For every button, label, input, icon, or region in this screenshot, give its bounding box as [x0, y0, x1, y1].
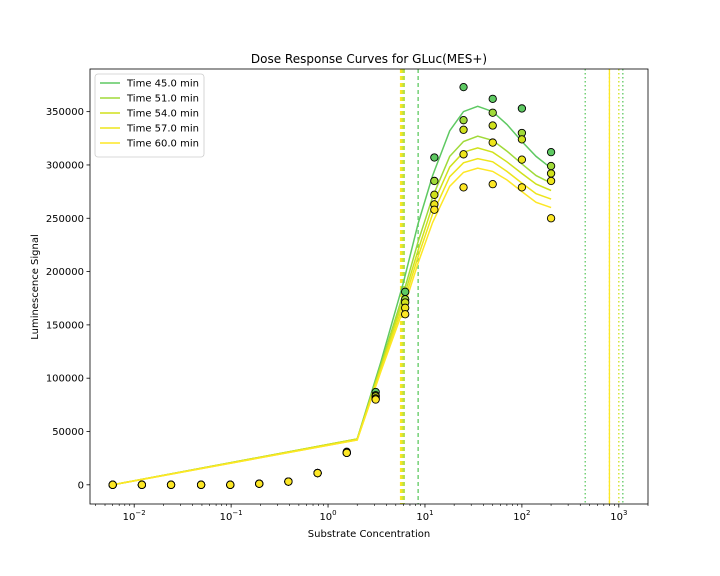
x-tick-label-5: 102 — [513, 509, 530, 523]
data-point-4-16 — [546, 176, 556, 186]
legend-label-2: Time 51.0 min — [126, 94, 199, 105]
x-tick-label-2: 10−1 — [220, 509, 243, 523]
data-point-5-12 — [430, 205, 439, 214]
data-point-2-13 — [459, 116, 468, 125]
data-point-3-14 — [488, 121, 497, 130]
y-tick-label-1: 0 — [78, 480, 84, 491]
data-point-5-8 — [313, 468, 322, 478]
data-point-4-14 — [488, 138, 497, 147]
series-line-4 — [112, 157, 552, 486]
data-point-2-16 — [546, 161, 556, 171]
x-tick-label-4: 101 — [416, 509, 433, 523]
data-point-5-11 — [401, 310, 410, 319]
y-tick-label-8: 350000 — [46, 107, 84, 118]
data-point-2-12 — [430, 176, 439, 186]
y-tick-label-4: 150000 — [46, 320, 84, 331]
legend-label-1: Time 45.0 min — [126, 79, 199, 90]
data-point-1-14 — [488, 94, 497, 104]
data-point-3-13 — [459, 125, 468, 134]
data-point-5-1 — [108, 480, 117, 489]
data-point-5-3 — [166, 480, 176, 489]
data-point-5-13 — [459, 183, 468, 192]
data-point-1-15 — [517, 104, 527, 113]
x-tick-label-1: 10−2 — [123, 509, 146, 523]
series-line-3 — [112, 147, 552, 486]
y-tick-label-7: 300000 — [46, 160, 84, 171]
y-axis: 0 50000 100000 150000 200000 250000 300000 3500… — [46, 107, 90, 491]
y-tick-label-6: 250000 — [46, 214, 84, 225]
data-point-1-13 — [459, 82, 468, 92]
legend-label-4: Time 57.0 min — [126, 124, 199, 135]
data-point-1-11 — [401, 287, 410, 296]
data-point-5-10 — [371, 395, 380, 404]
x-tick-label-6: 103 — [610, 509, 627, 523]
plot-area — [108, 69, 624, 504]
legend: Time 45.0 min Time 51.0 min Time 54.0 min T… — [94, 73, 205, 158]
data-point-5-6 — [255, 479, 264, 488]
data-point-5-4 — [196, 480, 206, 489]
data-point-5-16 — [546, 214, 556, 223]
y-axis-label: Luminescence Signal — [30, 234, 41, 340]
data-point-5-7 — [284, 477, 293, 486]
x-axis: 10−2 10−1 100 101 102 103 — [95, 504, 649, 523]
plot-frame — [89, 68, 649, 505]
data-point-3-12 — [430, 190, 439, 199]
x-axis-label: Substrate Concentration — [308, 529, 430, 540]
y-tick-label-2: 50000 — [52, 427, 84, 438]
data-point-5-14 — [488, 179, 497, 189]
data-point-5-2 — [137, 480, 147, 489]
x-tick-label-3: 100 — [319, 509, 336, 523]
data-point-4-15 — [517, 155, 527, 164]
data-point-3-15 — [517, 135, 527, 144]
data-point-5-5 — [226, 480, 235, 489]
chart-title: Dose Response Curves for GLuc(MES+) — [251, 52, 487, 66]
data-point-3-16 — [546, 169, 556, 178]
legend-label-3: Time 54.0 min — [126, 109, 199, 120]
legend-box — [94, 73, 205, 158]
data-point-1-12 — [430, 153, 439, 162]
data-point-1-16 — [546, 148, 556, 157]
data-point-5-15 — [517, 183, 527, 192]
legend-label-5: Time 60.0 min — [126, 139, 199, 150]
data-point-2-14 — [488, 108, 497, 117]
y-tick-label-5: 200000 — [46, 267, 84, 278]
data-point-4-13 — [459, 150, 468, 159]
y-tick-label-3: 100000 — [46, 374, 84, 385]
data-point-5-9 — [342, 448, 351, 457]
